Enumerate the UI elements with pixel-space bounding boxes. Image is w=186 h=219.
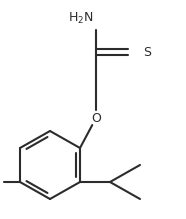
Text: H$_2$N: H$_2$N — [68, 11, 94, 26]
Text: S: S — [143, 46, 151, 58]
Text: O: O — [91, 111, 101, 124]
